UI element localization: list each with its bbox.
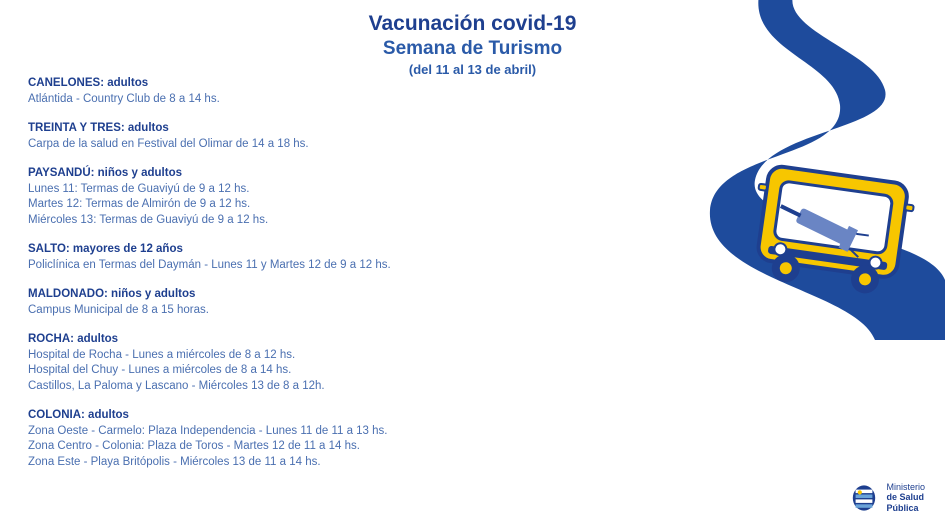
region-heading: ROCHA: adultos — [28, 332, 588, 348]
schedule-line: Miércoles 13: Termas de Guaviyú de 9 a 1… — [28, 213, 588, 229]
schedule-line: Atlántida - Country Club de 8 a 14 hs. — [28, 92, 588, 108]
schedule-line: Hospital de Rocha - Lunes a miércoles de… — [28, 348, 588, 364]
schedule-line: Lunes 11: Termas de Guaviyú de 9 a 12 hs… — [28, 182, 588, 198]
schedule-line: Campus Municipal de 8 a 15 horas. — [28, 303, 588, 319]
page-title: Vacunación covid-19 — [0, 12, 945, 36]
section-salto: SALTO: mayores de 12 años Policlínica en… — [28, 242, 588, 273]
schedule-line: Hospital del Chuy - Lunes a miércoles de… — [28, 363, 588, 379]
schedule-line: Policlínica en Termas del Daymán - Lunes… — [28, 258, 588, 274]
logo-line: Ministerio — [886, 482, 925, 493]
region-heading: TREINTA Y TRES: adultos — [28, 121, 588, 137]
schedule-line: Zona Centro - Colonia: Plaza de Toros - … — [28, 439, 588, 455]
region-heading: SALTO: mayores de 12 años — [28, 242, 588, 258]
schedule-content: CANELONES: adultos Atlántida - Country C… — [28, 76, 588, 484]
logo-text: Ministerio de Salud Pública — [886, 482, 925, 514]
region-heading: CANELONES: adultos — [28, 76, 588, 92]
ministry-logo: Ministerio de Salud Pública — [850, 482, 925, 514]
section-canelones: CANELONES: adultos Atlántida - Country C… — [28, 76, 588, 107]
schedule-line: Castillos, La Paloma y Lascano - Miércol… — [28, 379, 588, 395]
schedule-line: Zona Este - Playa Britópolis - Miércoles… — [28, 455, 588, 471]
logo-line: Pública — [886, 503, 925, 514]
logo-line: de Salud — [886, 492, 925, 503]
section-maldonado: MALDONADO: niños y adultos Campus Munici… — [28, 287, 588, 318]
section-rocha: ROCHA: adultos Hospital de Rocha - Lunes… — [28, 332, 588, 394]
header: Vacunación covid-19 Semana de Turismo (d… — [0, 0, 945, 77]
region-heading: PAYSANDÚ: niños y adultos — [28, 166, 588, 182]
section-treintaytres: TREINTA Y TRES: adultos Carpa de la salu… — [28, 121, 588, 152]
section-paysandu: PAYSANDÚ: niños y adultos Lunes 11: Term… — [28, 166, 588, 228]
region-heading: COLONIA: adultos — [28, 408, 588, 424]
page-subtitle: Semana de Turismo — [0, 38, 945, 60]
page-dates: (del 11 al 13 de abril) — [0, 62, 945, 77]
schedule-line: Zona Oeste - Carmelo: Plaza Independenci… — [28, 424, 588, 440]
schedule-line: Carpa de la salud en Festival del Olimar… — [28, 137, 588, 153]
schedule-line: Martes 12: Termas de Almirón de 9 a 12 h… — [28, 197, 588, 213]
section-colonia: COLONIA: adultos Zona Oeste - Carmelo: P… — [28, 408, 588, 470]
shield-icon — [850, 484, 878, 512]
region-heading: MALDONADO: niños y adultos — [28, 287, 588, 303]
